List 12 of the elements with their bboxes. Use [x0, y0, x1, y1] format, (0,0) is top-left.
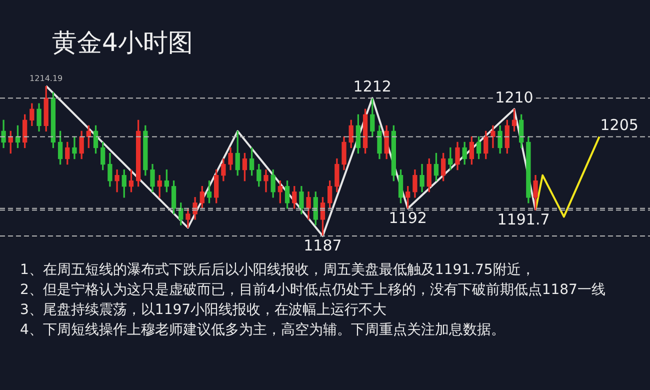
text: 2、但是宁格认为这只是虚破而已，目前4小时低点仍处于上移的，没有下破前期低点1187一线	[20, 281, 606, 300]
annotation: 1214.19	[30, 74, 63, 84]
ref-line-label: 1191.7	[497, 210, 550, 228]
ref-line-label: 1192	[388, 208, 427, 227]
chart-title: 黄金4小时图	[52, 27, 193, 59]
ref-line-label: 1187	[304, 236, 342, 254]
ref-line-label: 1212	[353, 77, 392, 96]
ref-line-label: 1205	[600, 116, 638, 134]
text: 3、尾盘持续震荡，以1197小阳线报收，在波幅上运行不大	[20, 301, 388, 320]
text: 4、下周短线操作上穆老师建议低多为主，高空为辅。下周重点关注加息数据。	[20, 321, 506, 340]
annotation: 1210	[495, 88, 534, 107]
text: 1、在周五短线的瀑布式下跌后后以小阳线报收，周五美盘最低触及1191.75附近，	[20, 261, 536, 280]
